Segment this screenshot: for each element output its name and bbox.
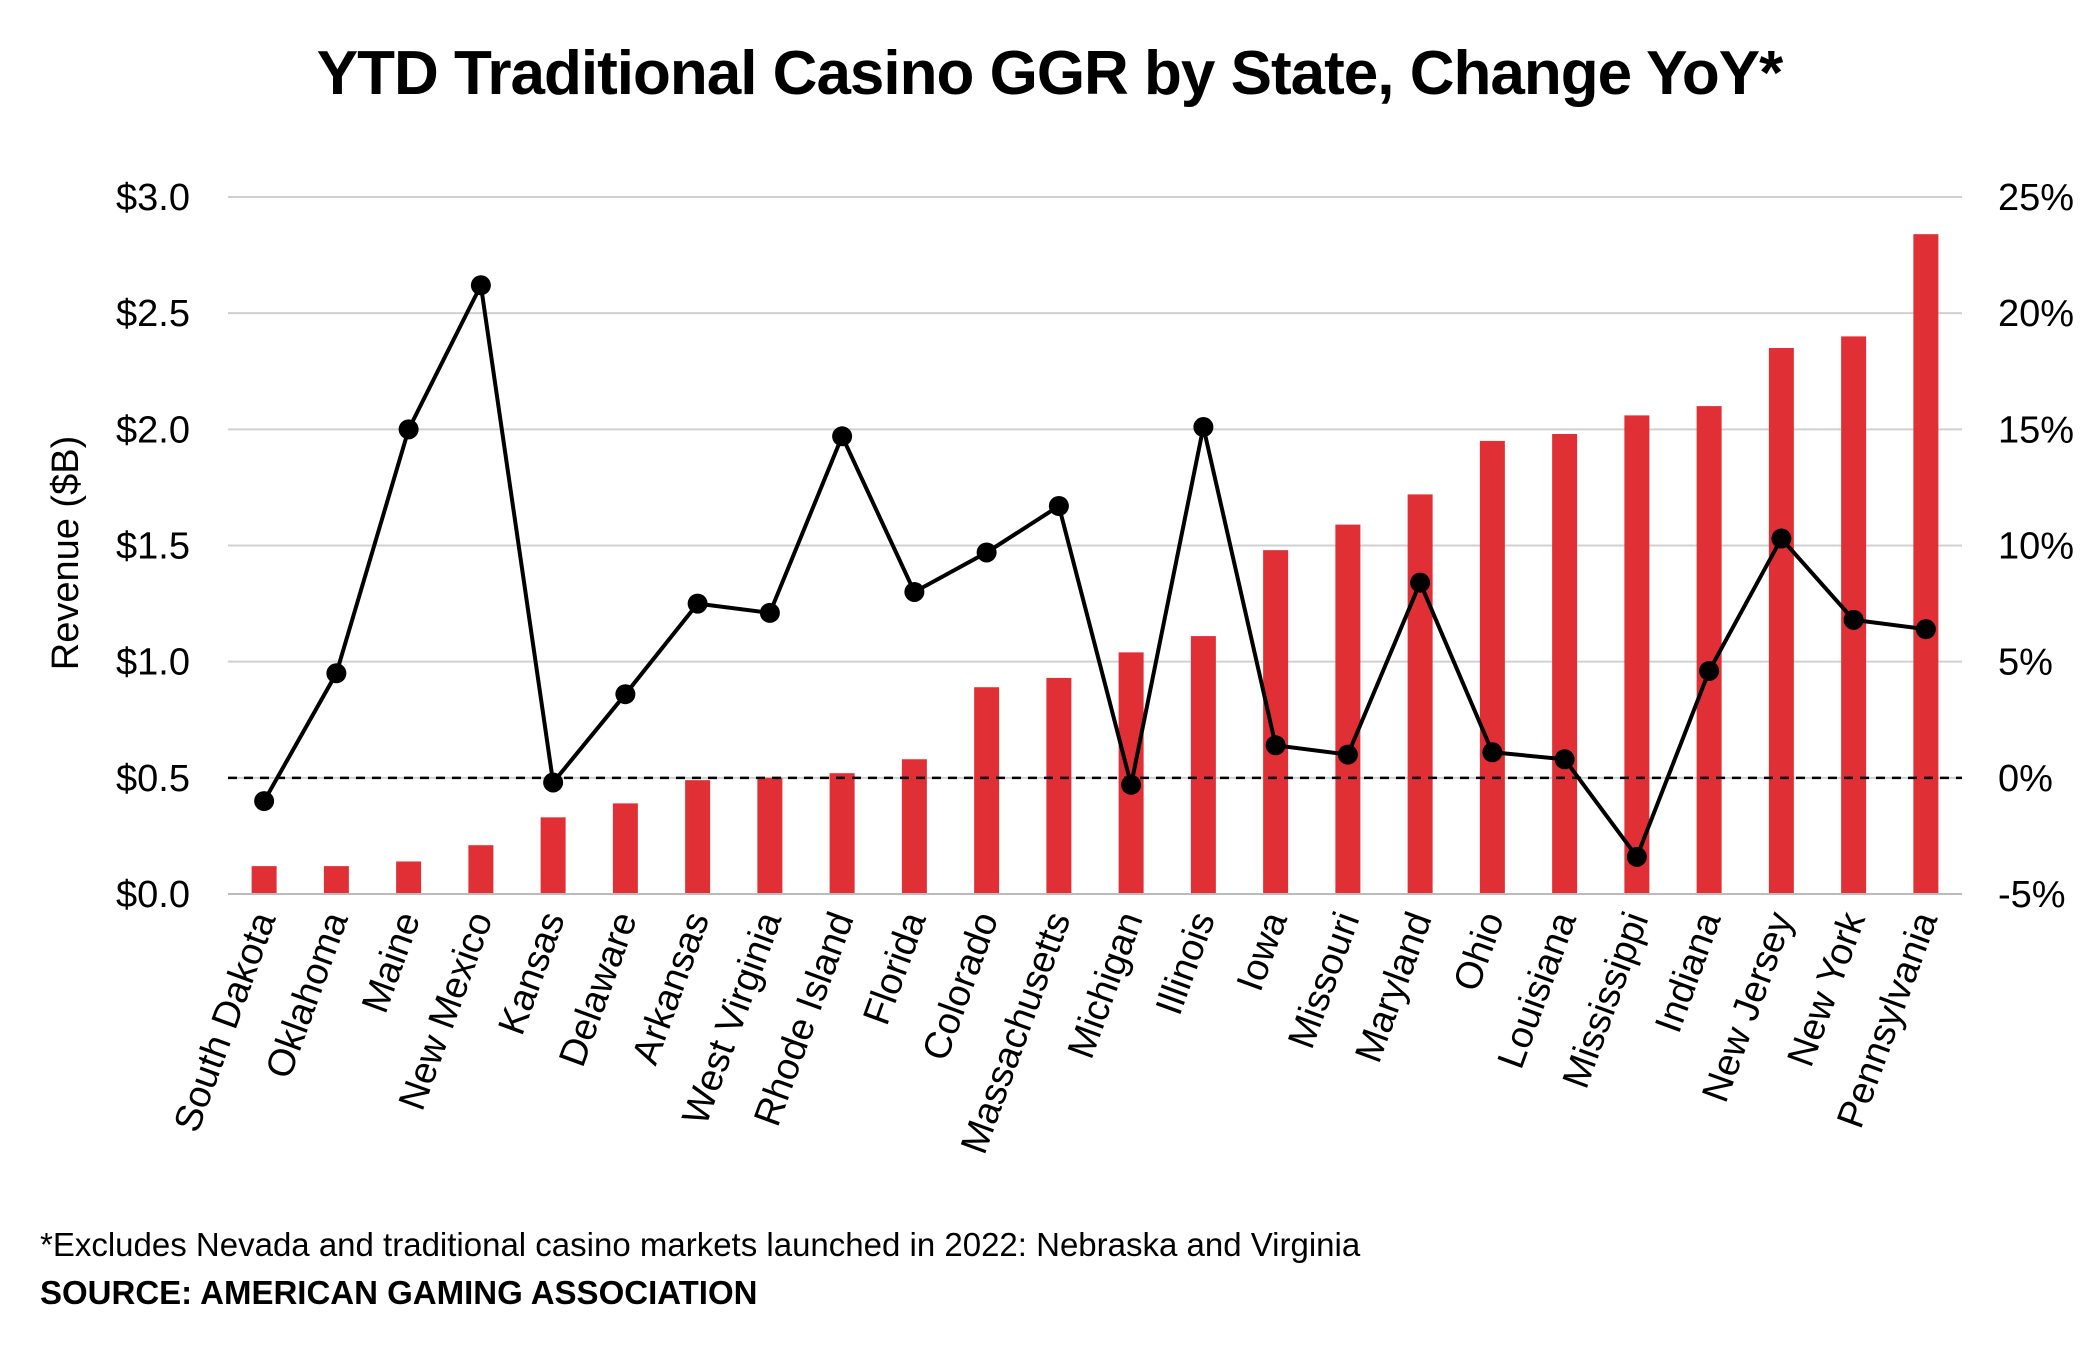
right-axis-ticks: -5% 0% 5% 10% 15% 20% 25% [1998,177,2074,916]
y-tick-label: $1.5 [116,526,190,568]
yoy-change-point [470,275,491,296]
yoy-change-point [1699,660,1720,681]
y2-tick-label: 0% [1998,758,2053,800]
bar [1263,550,1289,894]
yoy-change-point [1626,846,1647,867]
yoy-change-point [1121,774,1142,795]
yoy-change-point [326,663,347,684]
yoy-change-point [1048,496,1069,517]
bar [901,759,927,894]
x-tick-label: Florida [856,906,935,1030]
y2-tick-label: 5% [1998,642,2053,684]
bar [1768,348,1794,894]
yoy-change-point [543,772,564,793]
x-tick-label: Iowa [1229,906,1296,997]
bar [468,845,494,894]
y2-tick-label: 25% [1998,177,2074,219]
yoy-change-point [832,426,853,447]
yoy-change-point [1843,609,1864,630]
bar [1913,234,1939,894]
source-note: SOURCE: AMERICAN GAMING ASSOCIATION [40,1274,758,1311]
bar [1118,652,1144,894]
yoy-change-point [254,791,275,812]
y-tick-label: $2.0 [116,409,190,451]
bar [612,803,638,894]
bar [757,777,783,894]
yoy-change-line [262,278,1927,861]
bar [1046,677,1072,894]
y-tick-label: $1.0 [116,642,190,684]
y-tick-label: $0.5 [116,758,190,800]
yoy-change-point [904,581,925,602]
bar [1552,433,1578,894]
yoy-change-point [1554,749,1575,770]
bar [685,780,711,894]
chart-title: YTD Traditional Casino GGR by State, Cha… [316,39,1784,108]
x-tick-label: Maine [354,907,429,1019]
bar [540,817,566,894]
bar [1696,406,1722,894]
bar [1479,440,1505,894]
x-tick-label: Illinois [1148,907,1224,1021]
x-tick-label: Ohio [1446,907,1513,997]
y2-tick-label: -5% [1998,874,2066,916]
yoy-change-point [1771,528,1792,549]
y-tick-label: $3.0 [116,177,190,219]
x-tick-label: Kansas [491,907,574,1040]
y2-tick-label: 10% [1998,526,2074,568]
bar [1190,636,1216,894]
yoy-change-point [1337,744,1358,765]
y-axis-label: Revenue ($B) [45,436,87,670]
bar [1624,415,1650,894]
bar-series [251,234,1939,894]
bar [323,866,349,894]
yoy-change-point [1193,417,1214,438]
yoy-change-point [1265,735,1286,756]
footnote: *Excludes Nevada and traditional casino … [40,1226,1361,1263]
yoy-change-point [1915,619,1936,640]
bar [974,687,1000,894]
yoy-change-point [759,602,780,623]
bar [829,773,855,894]
y-tick-label: $0.0 [116,874,190,916]
y2-tick-label: 15% [1998,409,2074,451]
yoy-change-point [1410,572,1431,593]
x-tick-label: South Dakota [166,906,285,1138]
left-axis-ticks: $0.0 $0.5 $1.0 $1.5 $2.0 $2.5 $3.0 [116,177,190,916]
yoy-change-point [976,542,997,563]
yoy-change-point [398,419,419,440]
x-tick-label: Indiana [1647,906,1729,1038]
y-tick-label: $2.5 [116,293,190,335]
bar [1335,524,1361,894]
bar [1407,494,1433,894]
bar [396,861,422,894]
yoy-change-point [615,684,636,705]
y2-tick-label: 20% [1998,293,2074,335]
bar [251,866,277,894]
yoy-change-point [687,593,708,614]
line-series [254,275,1936,867]
yoy-change-point [1482,742,1503,763]
